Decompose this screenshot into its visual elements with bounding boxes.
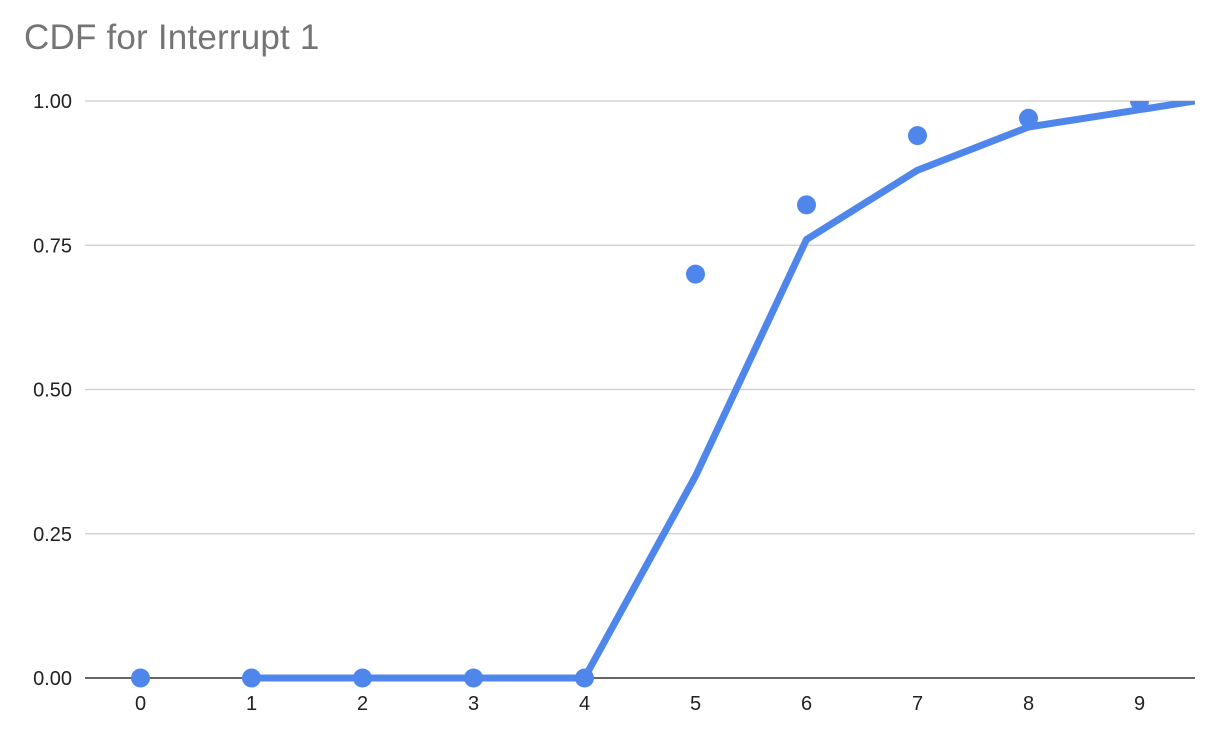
data-point	[908, 126, 927, 146]
data-point	[575, 668, 594, 688]
gridlines	[85, 100, 1195, 535]
x-tick-label: 0	[135, 693, 146, 715]
data-point	[797, 195, 816, 215]
data-point	[242, 668, 261, 688]
data-point	[686, 264, 705, 284]
cdf-line	[251, 101, 1195, 682]
series-layer	[131, 101, 1195, 688]
x-tick-label: 1	[246, 693, 257, 715]
y-tick-label: 0.50	[33, 380, 72, 402]
y-tick-label: 0.00	[33, 668, 72, 690]
y-tick-label: 1.00	[33, 91, 72, 113]
x-tick-label: 3	[468, 693, 479, 715]
data-point	[464, 668, 483, 688]
x-tick-label: 2	[357, 693, 368, 715]
x-tick-label: 9	[1134, 693, 1145, 715]
x-tick-label: 4	[579, 693, 590, 715]
tick-labels: 0.00 0.25 0.50 0.75 1.00 0 1 2 3 4 5 6 7 8 9	[33, 91, 1145, 715]
data-point	[1019, 108, 1038, 128]
x-tick-label: 8	[1023, 693, 1034, 715]
y-tick-label: 0.75	[33, 235, 72, 257]
data-point	[131, 668, 150, 688]
data-point	[1130, 101, 1149, 111]
data-point	[353, 668, 372, 688]
chart-title: CDF for Interrupt 1	[24, 18, 320, 57]
y-tick-label: 0.25	[33, 524, 72, 546]
x-tick-label: 6	[801, 693, 812, 715]
x-tick-label: 5	[690, 693, 701, 715]
x-tick-label: 7	[912, 693, 923, 715]
